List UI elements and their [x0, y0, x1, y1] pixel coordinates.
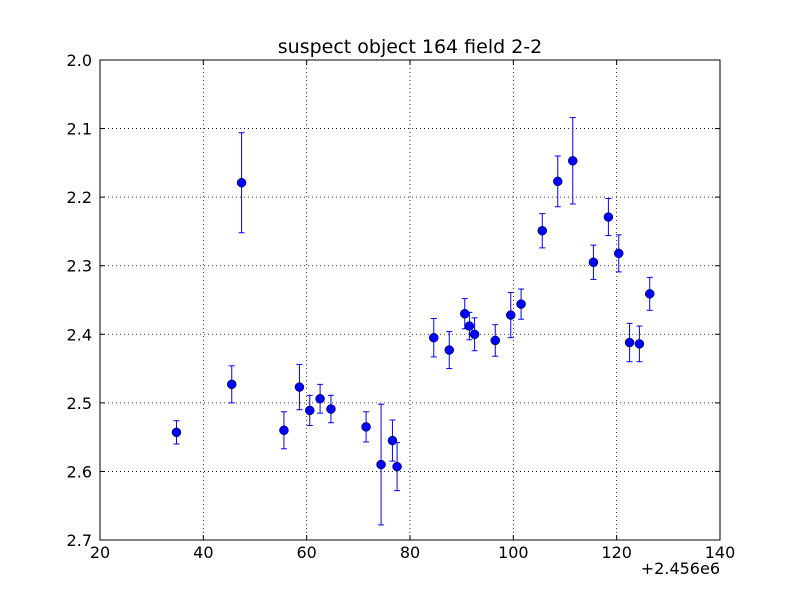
data-point — [236, 177, 247, 188]
data-point — [553, 176, 563, 187]
data-point — [376, 459, 386, 470]
y-tick-label: 2.4 — [67, 325, 92, 344]
y-tick-label: 2.2 — [67, 188, 92, 207]
axis-ticks: 20 40 60 80 100 120 140 2.0 2.1 2.2 2.3 2.4 2.5 2.6 2.… — [67, 51, 736, 562]
data-point — [490, 335, 500, 346]
x-tick-label: 100 — [498, 543, 529, 562]
x-tick-label: 20 — [90, 543, 110, 562]
data-point — [588, 257, 599, 268]
data-point — [305, 405, 315, 416]
data-point — [568, 156, 578, 166]
y-tick-label: 2.6 — [67, 462, 92, 481]
data-point — [516, 299, 526, 309]
data-point — [460, 308, 470, 319]
chart-title: suspect object 164 field 2-2 — [278, 36, 543, 58]
y-tick-label: 2.5 — [67, 394, 92, 413]
data-point — [624, 337, 635, 348]
data-point — [469, 329, 480, 340]
y-tick-label: 2.7 — [67, 531, 92, 550]
data-series — [171, 117, 655, 526]
x-tick-label: 80 — [400, 543, 420, 562]
data-point — [294, 382, 305, 392]
x-tick-label: 40 — [193, 543, 213, 562]
data-point — [444, 345, 455, 355]
data-point — [603, 212, 614, 222]
data-point — [315, 393, 325, 404]
data-point — [387, 435, 398, 446]
data-point — [644, 289, 655, 299]
data-point — [279, 425, 289, 436]
data-point — [326, 404, 336, 414]
data-point — [464, 321, 475, 331]
y-tick-label: 2.1 — [67, 120, 92, 139]
data-point — [361, 422, 371, 432]
y-tick-label: 2.0 — [67, 51, 92, 70]
x-axis-offset-label: +2.456e6 — [641, 559, 720, 578]
x-tick-label: 120 — [601, 543, 632, 562]
data-point — [613, 248, 624, 259]
data-point — [506, 310, 516, 320]
x-tick-label: 60 — [296, 543, 316, 562]
data-point — [392, 461, 402, 472]
data-point — [429, 332, 439, 343]
data-point — [227, 379, 237, 390]
x-tick-label: 140 — [705, 543, 736, 562]
y-tick-label: 2.3 — [67, 257, 92, 276]
data-point — [537, 225, 548, 236]
grid-lines — [100, 60, 720, 540]
data-point — [634, 339, 645, 349]
data-point — [171, 427, 182, 438]
